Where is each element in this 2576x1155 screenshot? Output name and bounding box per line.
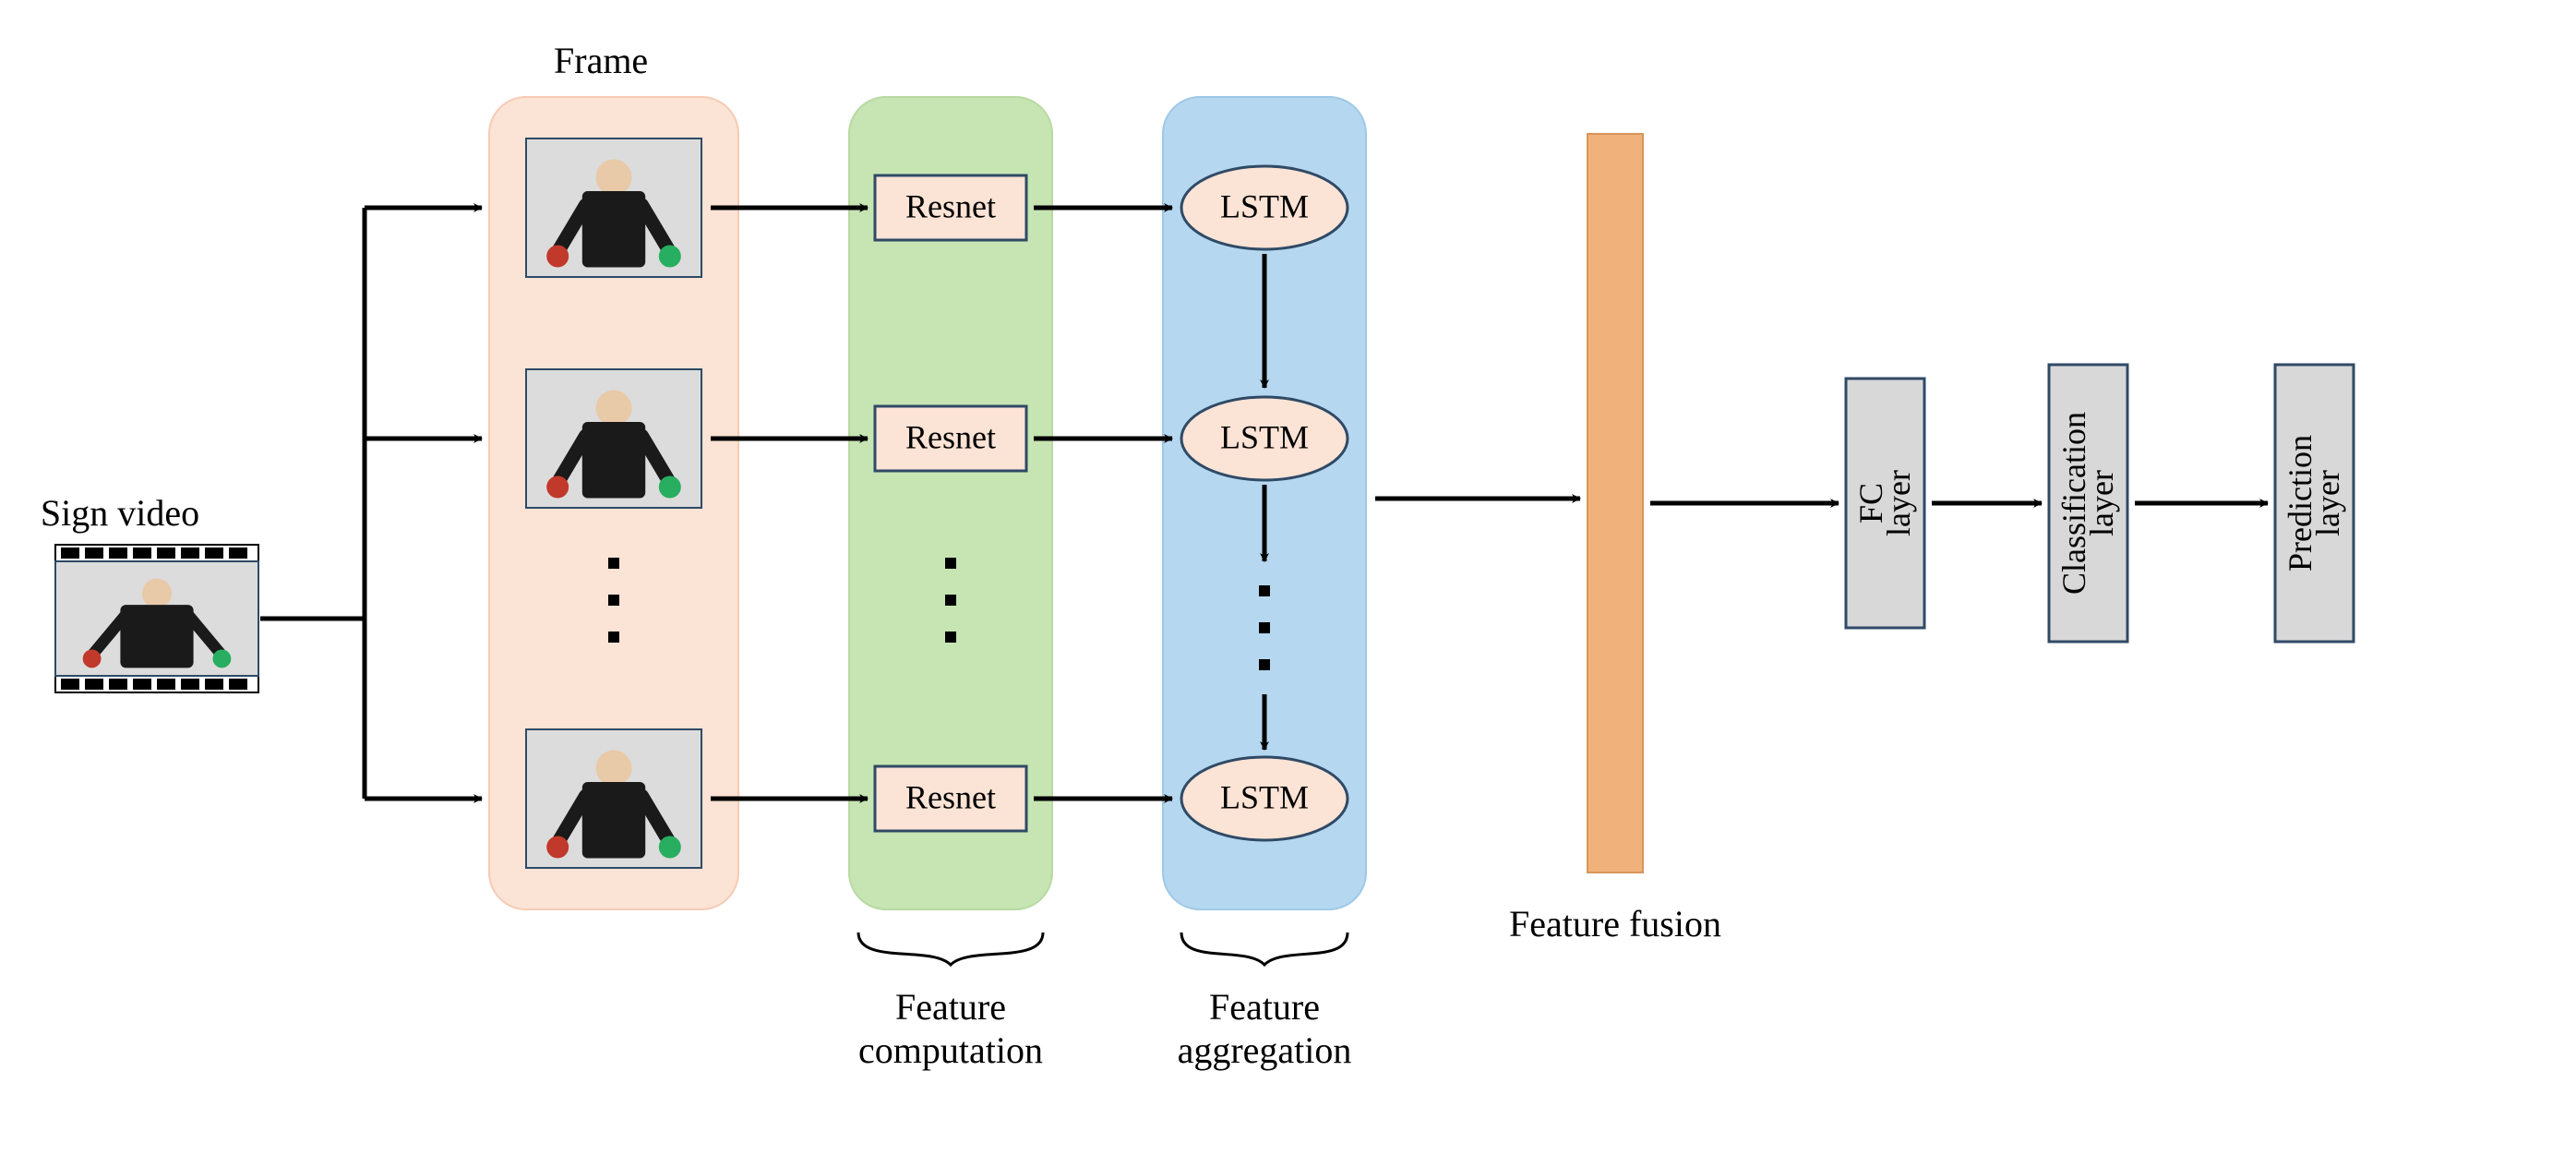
- svg-text:layer: layer: [1880, 470, 1917, 536]
- svg-text:layer: layer: [2083, 470, 2120, 536]
- sign-video-label: Sign video: [41, 492, 199, 534]
- brace-lstm: [1181, 932, 1348, 965]
- svg-text:layer: layer: [2309, 470, 2346, 536]
- feature-fusion-label: Feature fusion: [1509, 903, 1721, 944]
- sign-video-thumbnail: [55, 545, 258, 692]
- lstm-label: LSTM: [1220, 778, 1309, 815]
- svg-text:aggregation: aggregation: [1178, 1029, 1352, 1071]
- feature-computation-label: Feature: [895, 986, 1006, 1028]
- resnet-label: Resnet: [905, 187, 996, 224]
- resnet-label: Resnet: [905, 418, 996, 455]
- frame-thumbnail: [526, 729, 701, 868]
- resnet-label: Resnet: [905, 778, 996, 815]
- feature-fusion-bar: [1588, 134, 1643, 872]
- lstm-label: LSTM: [1220, 187, 1309, 224]
- brace-resnet: [858, 932, 1043, 965]
- frame-label: Frame: [554, 40, 648, 81]
- svg-text:computation: computation: [858, 1029, 1043, 1071]
- feature-aggregation-label: Feature: [1209, 986, 1320, 1028]
- frame-thumbnail: [526, 369, 701, 508]
- frame-thumbnail: [526, 138, 701, 277]
- lstm-label: LSTM: [1220, 418, 1309, 455]
